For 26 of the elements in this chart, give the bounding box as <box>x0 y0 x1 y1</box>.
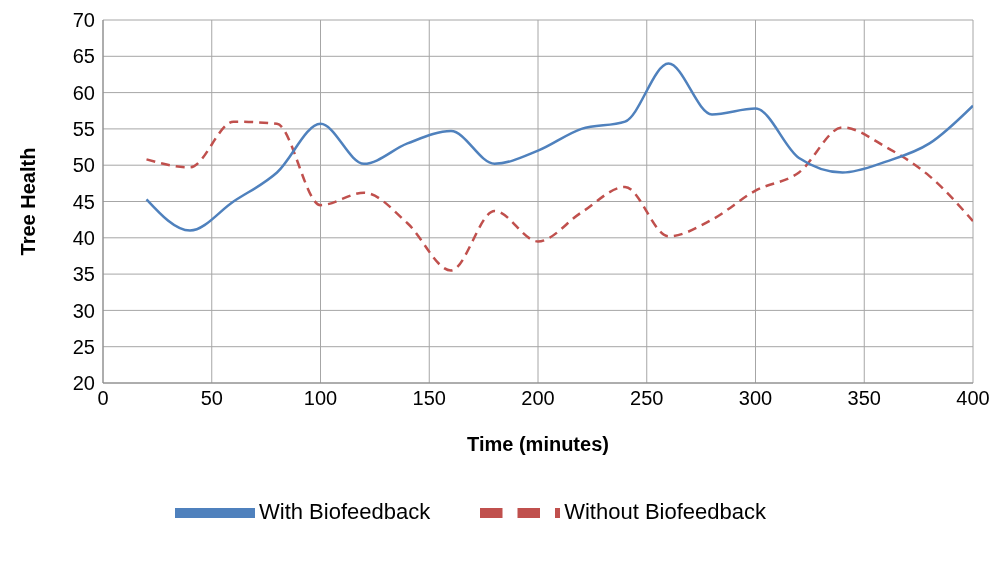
x-tick-label: 0 <box>97 387 109 410</box>
y-tick-label: 70 <box>72 9 95 32</box>
x-axis-title: Time (minutes) <box>467 433 609 455</box>
x-tick-label: 250 <box>630 387 664 410</box>
y-tick-label: 60 <box>72 81 95 104</box>
x-tick-label: 200 <box>521 387 555 410</box>
x-tick-label: 400 <box>956 387 990 410</box>
y-tick-label: 65 <box>72 45 95 68</box>
legend-label: With Biofeedback <box>259 498 431 524</box>
x-tick-label: 350 <box>847 387 881 410</box>
y-tick-label: 30 <box>72 299 95 322</box>
line-series <box>145 62 973 232</box>
line-series <box>145 120 973 272</box>
y-tick-label: 50 <box>72 154 95 177</box>
y-tick-label: 25 <box>72 335 95 358</box>
y-tick-label: 55 <box>72 118 95 140</box>
x-tick-label: 300 <box>738 387 773 410</box>
y-tick-label: 40 <box>72 226 95 249</box>
x-tick-label: 100 <box>303 387 338 410</box>
y-tick-label: 35 <box>72 263 95 286</box>
y-axis-title: Tree Health <box>17 147 40 256</box>
y-tick-label: 20 <box>72 372 95 395</box>
legend-label: Without Biofeedback <box>564 498 766 524</box>
x-tick-label: 50 <box>200 387 223 410</box>
x-tick-label: 150 <box>412 387 446 410</box>
y-tick-label: 45 <box>72 190 95 213</box>
